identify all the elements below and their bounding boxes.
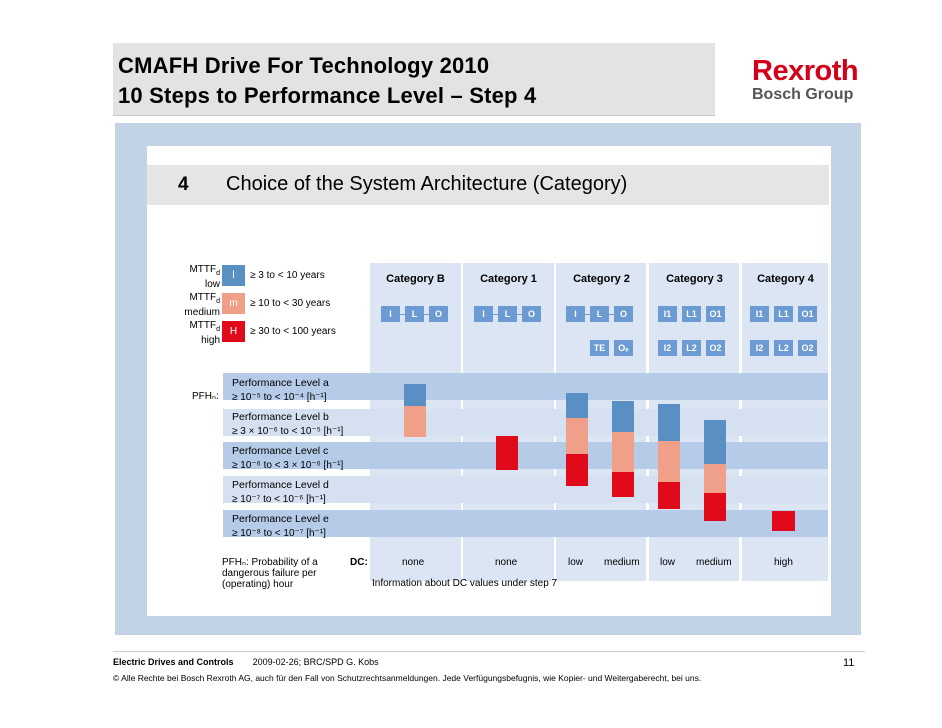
category-4-input1-box: I1 [750, 306, 769, 322]
dc-heading: DC: [350, 557, 368, 568]
category-4-title: Category 4 [757, 273, 814, 285]
rexroth-logo: Rexroth [752, 55, 859, 87]
category-4-output2-box: O2 [798, 340, 817, 356]
bar-category-2-dcmedium-medium [612, 432, 634, 472]
category-4-input2-box: I2 [750, 340, 769, 356]
dc-value-category-3-low: low [660, 557, 676, 568]
mttf-high-label: MTTFd high [189, 320, 220, 346]
pl-band-d [223, 476, 828, 503]
category-3-logic1-box: L1 [682, 306, 701, 322]
pl-b-range: ≥ 3 × 10⁻⁶ to < 10⁻⁵ [h⁻¹] [232, 426, 344, 437]
category-3-output1-box: O1 [706, 306, 725, 322]
category-b-logic-box: L [405, 306, 424, 322]
pl-e-range: ≥ 10⁻⁸ to < 10⁻⁷ [h⁻¹] [232, 528, 326, 539]
footer-divider [113, 651, 865, 652]
pl-c-range: ≥ 10⁻⁶ to < 3 × 10⁻⁶ [h⁻¹] [232, 460, 344, 471]
bar-category-3-dcmedium-high [704, 493, 726, 521]
bar-category-2-dcmedium-low [612, 401, 634, 432]
category-2-test-output-box: Oₑ [614, 340, 633, 356]
category-3-input1-box: I1 [658, 306, 677, 322]
bar-category-3-dcmedium-medium [704, 464, 726, 493]
pfh-definition: PFHₙ: Probability of a dangerous failure… [222, 557, 318, 590]
step-title: Choice of the System Architecture (Categ… [226, 173, 628, 195]
category-1-input-box: I [474, 306, 493, 322]
dc-value-category-2-low: low [568, 557, 584, 568]
page-number: 11 [843, 657, 855, 669]
pl-a-range: ≥ 10⁻⁵ to < 10⁻⁴ [h⁻¹] [232, 392, 327, 403]
bosch-group-logo: Bosch Group [752, 86, 854, 103]
bar-category-3-dclow-high [658, 482, 680, 509]
category-b-output-box: O [429, 306, 448, 322]
category-2-title: Category 2 [573, 273, 630, 285]
step-heading-band [147, 165, 829, 205]
category-2-logic-box: L [590, 306, 609, 322]
mttf-high-range: ≥ 30 to < 100 years [250, 326, 336, 337]
pl-band-b [223, 409, 828, 436]
category-2-test-box: TE [590, 340, 609, 356]
pl-band-a [223, 373, 828, 400]
footer-copyright: © Alle Rechte bei Bosch Rexroth AG, auch… [113, 673, 702, 683]
pl-b-title: Performance Level b [232, 411, 329, 423]
mttf-medium-box: m [222, 293, 245, 314]
bar-category-2-dclow-medium [566, 418, 588, 454]
dc-value-category-2-medium: medium [604, 557, 640, 568]
bar-category-1-high [496, 436, 518, 470]
bar-category-4-high [772, 511, 795, 531]
header-band [113, 43, 715, 116]
pl-a-title: Performance Level a [232, 377, 329, 389]
pl-band-e [223, 510, 828, 537]
category-b-title: Category B [386, 273, 445, 285]
header-divider [113, 115, 715, 116]
slide-title-line2: 10 Steps to Performance Level – Step 4 [118, 83, 537, 108]
category-4-logic2-box: L2 [774, 340, 793, 356]
dc-info-note: Information about DC values under step 7 [372, 578, 558, 589]
category-4-output1-box: O1 [798, 306, 817, 322]
category-1-title: Category 1 [480, 273, 537, 285]
bar-category-2-dclow-high [566, 454, 588, 486]
mttf-low-label: MTTFd low [189, 264, 220, 290]
category-3-logic2-box: L2 [682, 340, 701, 356]
dc-value-category-3-medium: medium [696, 557, 732, 568]
footer-meta: 2009-02-26; BRC/SPD G. Kobs [252, 657, 379, 667]
footer-info: Electric Drives and Controls 2009-02-26;… [113, 657, 379, 667]
step-number: 4 [178, 174, 189, 195]
pl-d-title: Performance Level d [232, 479, 329, 491]
pl-c-title: Performance Level c [232, 445, 329, 457]
bar-category-2-dclow-low [566, 393, 588, 418]
dc-value-category-b: none [402, 557, 425, 568]
bar-category-3-dcmedium-low [704, 420, 726, 464]
dc-value-category-4: high [774, 557, 793, 568]
bar-category-b-low [404, 384, 426, 406]
pl-e-title: Performance Level e [232, 513, 329, 525]
pfh-label: PFHₙ: [192, 391, 219, 402]
category-b-input-box: I [381, 306, 400, 322]
mttf-medium-range: ≥ 10 to < 30 years [250, 298, 331, 309]
bar-category-3-dclow-low [658, 404, 680, 441]
mttf-medium-label: MTTFd medium [184, 292, 220, 318]
category-3-input2-box: I2 [658, 340, 677, 356]
category-2-output-box: O [614, 306, 633, 322]
dc-value-category-1: none [495, 557, 518, 568]
bar-category-b-medium [404, 406, 426, 437]
bar-category-2-dcmedium-high [612, 472, 634, 497]
mttf-low-box: l [222, 265, 245, 286]
category-2-input-box: I [566, 306, 585, 322]
category-4-logic1-box: L1 [774, 306, 793, 322]
category-1-logic-box: L [498, 306, 517, 322]
bar-category-3-dclow-medium [658, 441, 680, 482]
category-3-title: Category 3 [666, 273, 723, 285]
pl-d-range: ≥ 10⁻⁷ to < 10⁻⁶ [h⁻¹] [232, 494, 326, 505]
mttf-high-box: H [222, 321, 245, 342]
category-1-output-box: O [522, 306, 541, 322]
footer-division: Electric Drives and Controls [113, 657, 234, 667]
mttf-low-range: ≥ 3 to < 10 years [250, 270, 325, 281]
slide-title-line1: CMAFH Drive For Technology 2010 [118, 53, 490, 78]
pl-band-c [223, 442, 828, 469]
category-3-output2-box: O2 [706, 340, 725, 356]
